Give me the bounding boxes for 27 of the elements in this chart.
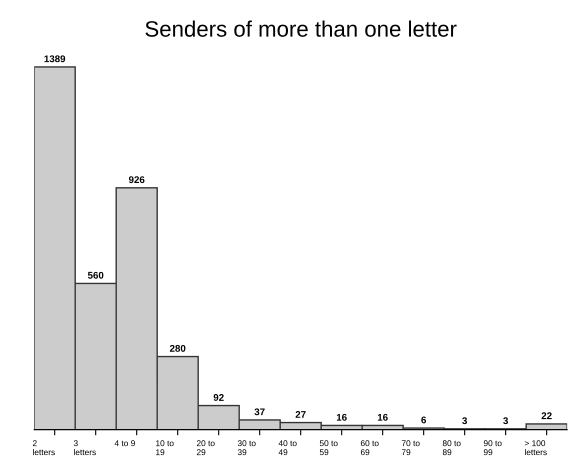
x-tick-label: > 100 letters [524,440,547,456]
data-label: 37 [254,408,265,416]
x-tick-label: 4 to 9 [114,440,135,446]
data-label: 27 [296,411,306,418]
data-label: 6 [421,416,426,424]
data-label: 1389 [44,55,66,62]
chart-title: Senders of more than one letter [145,20,457,37]
data-label: 3 [462,417,468,424]
data-label: 22 [542,412,552,420]
data-label: 560 [88,272,104,279]
x-tick-label: 10 to 19 [156,440,174,456]
x-tick-label: 20 to 29 [196,440,215,456]
x-tick-label: 90 to 99 [484,440,502,456]
x-tick-label: 70 to 79 [402,440,420,456]
x-tick-label: 3 letters [74,440,96,456]
x-tick-label: 2 letters [32,440,55,456]
data-label: 280 [170,344,186,352]
x-tick-label: 60 to 69 [360,440,379,456]
x-tick-label: 40 to 49 [278,440,297,456]
data-label: 92 [214,394,224,401]
x-tick-label: 50 to 59 [320,440,338,456]
data-label: 926 [128,176,144,184]
x-tick-label: 80 to 89 [442,440,461,456]
data-label: 16 [378,414,388,421]
data-label: 3 [503,417,508,424]
x-tick-label: 30 to 39 [238,440,256,456]
data-label: 16 [336,414,347,421]
